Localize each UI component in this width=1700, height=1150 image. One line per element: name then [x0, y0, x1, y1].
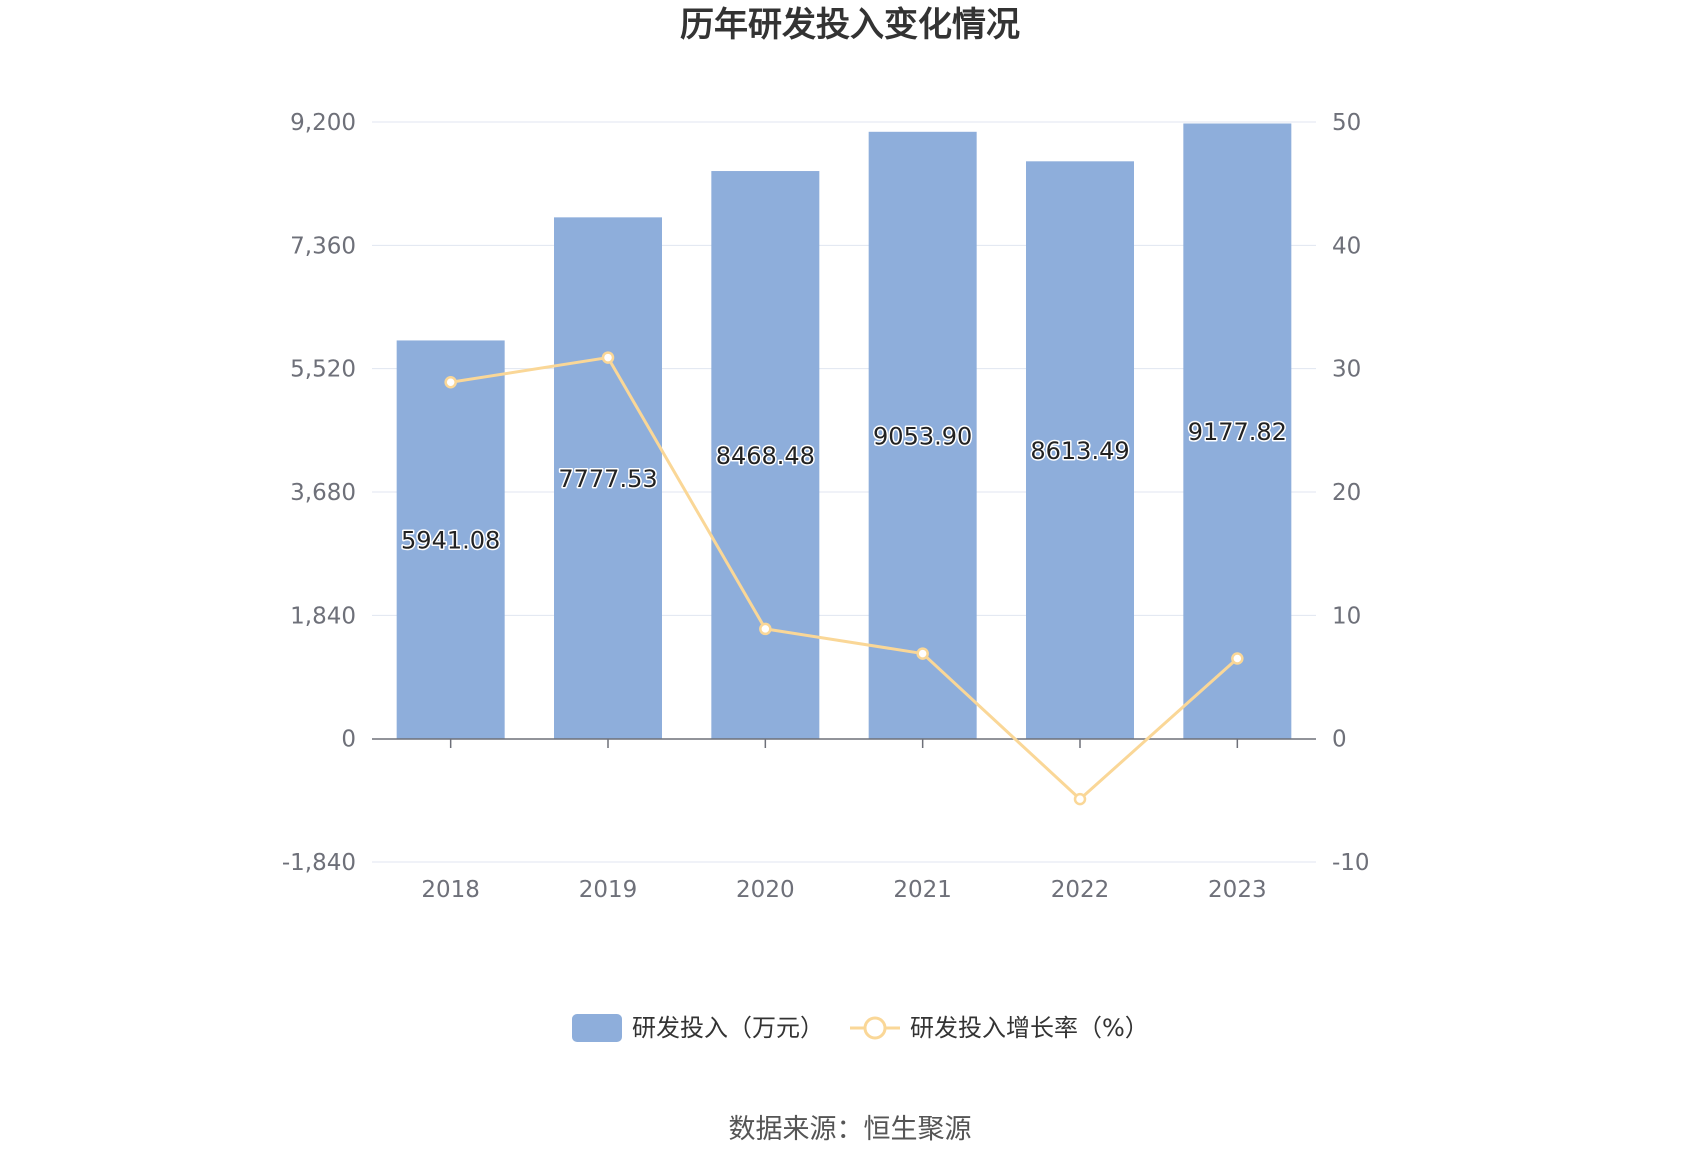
- bar-value-label: 8613.49: [1030, 437, 1129, 465]
- left-y-axis: -1,840 0 1,840 3,680 5,520 7,360 9,200: [282, 110, 356, 876]
- bar: [1026, 161, 1134, 739]
- grid: [372, 121, 1316, 863]
- right-axis-tick-label: 30: [1332, 357, 1361, 383]
- x-axis-tick-label: 2021: [893, 877, 952, 903]
- source-note: 数据来源：恒生聚源: [729, 1114, 972, 1145]
- bar-value-label: 7777.53: [558, 465, 657, 493]
- left-axis-tick-label: 7,360: [290, 233, 356, 259]
- bar-series: [396, 123, 1292, 740]
- bar-value-labels: 5941.08 7777.53 8468.48 9053.90 8613.49 9177.…: [400, 417, 1289, 556]
- legend-line-label: 研发投入增长率（%）: [910, 1014, 1149, 1042]
- right-axis-tick-label: 20: [1332, 480, 1361, 506]
- right-y-axis: -10 0 10 20 30 40 50: [1332, 110, 1370, 876]
- x-axis-tick-label: 2019: [579, 877, 638, 903]
- bar: [1183, 123, 1292, 740]
- line-series: [444, 351, 1244, 806]
- x-axis-tick-label: 2023: [1208, 877, 1267, 903]
- bar-value-label: 9177.82: [1188, 418, 1287, 446]
- growth-point: [1231, 652, 1244, 665]
- left-axis-tick-label: 0: [341, 727, 356, 753]
- x-axis-tick-label: 2020: [736, 877, 795, 903]
- left-axis-tick-label: 3,680: [290, 480, 356, 506]
- growth-point: [601, 351, 615, 364]
- legend-bar-swatch: [572, 1014, 622, 1042]
- bar: [711, 171, 820, 739]
- growth-line: [450, 356, 1239, 801]
- right-axis-tick-label: 40: [1332, 233, 1361, 259]
- left-axis-tick-label: 1,840: [290, 603, 356, 629]
- left-axis-tick-label: 5,520: [290, 357, 356, 383]
- legend-item-bar[interactable]: 研发投入（万元）: [572, 1014, 824, 1042]
- bar-value-label: 8468.48: [716, 442, 815, 470]
- right-axis-tick-label: 0: [1332, 727, 1347, 753]
- left-axis-tick-label: 9,200: [290, 110, 356, 136]
- right-axis-tick-label: 10: [1332, 603, 1361, 629]
- growth-point: [759, 622, 772, 636]
- legend-item-line[interactable]: 研发投入增长率（%）: [850, 1014, 1149, 1042]
- x-axis-tick-label: 2018: [421, 877, 480, 903]
- bar: [396, 340, 505, 739]
- growth-point: [916, 647, 929, 660]
- right-axis-tick-label: -10: [1332, 850, 1370, 876]
- growth-point: [444, 375, 457, 389]
- bar-value-label: 5941.08: [401, 527, 500, 555]
- chart-title: 历年研发投入变化情况: [680, 5, 1020, 45]
- x-axis-tick-label: 2022: [1051, 877, 1110, 903]
- right-axis-tick-label: 50: [1332, 110, 1361, 136]
- legend[interactable]: 研发投入（万元） 研发投入增长率（%）: [572, 1014, 1149, 1042]
- growth-point: [1073, 792, 1087, 806]
- legend-line-marker: [863, 1016, 887, 1040]
- bar: [868, 131, 977, 739]
- bar-value-label: 9053.90: [873, 422, 972, 450]
- bar: [554, 217, 662, 739]
- legend-bar-label: 研发投入（万元）: [632, 1014, 824, 1042]
- x-axis: 2018 2019 2020 2021 2022 2023: [372, 738, 1316, 903]
- left-axis-tick-label: -1,840: [282, 850, 356, 876]
